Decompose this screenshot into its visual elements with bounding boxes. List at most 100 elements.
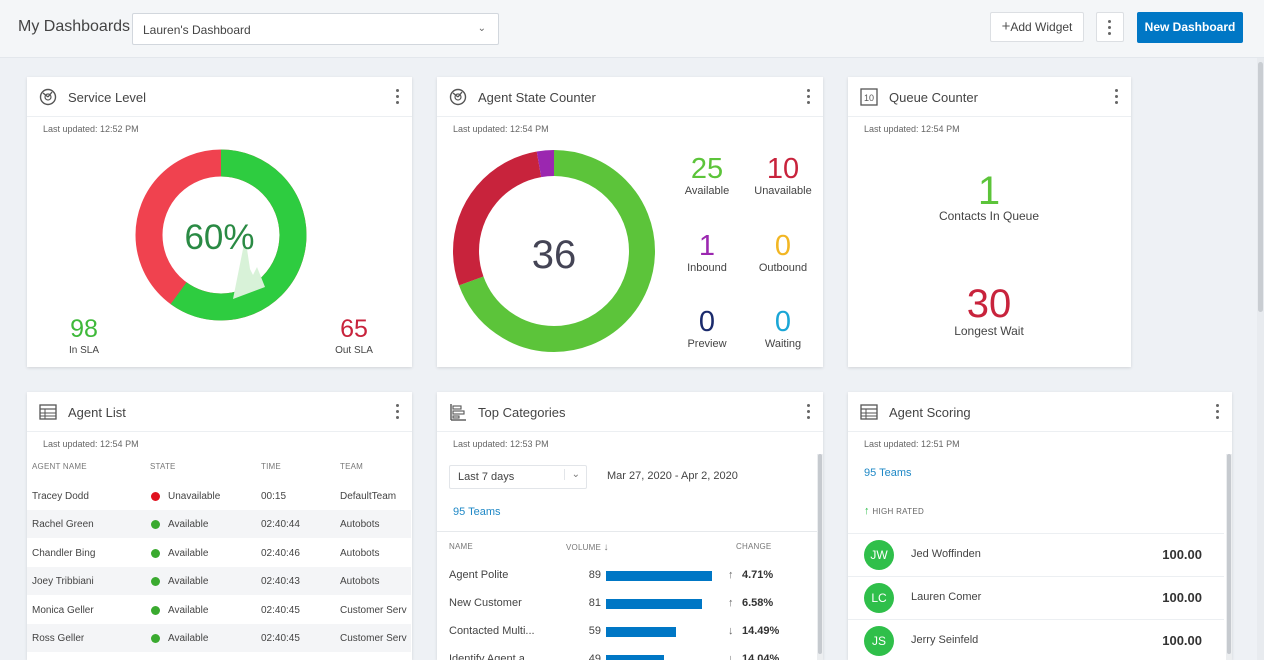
widget-menu-icon[interactable] bbox=[1115, 89, 1119, 105]
table-row[interactable]: Monica Geller Available 02:40:45 Custome… bbox=[27, 596, 411, 624]
agent-team: Autobots bbox=[340, 519, 380, 530]
widget-title: Top Categories bbox=[478, 405, 566, 420]
service-level-donut bbox=[135, 149, 307, 321]
avatar: JW bbox=[864, 540, 894, 570]
widget-header: Agent List bbox=[27, 392, 412, 432]
widget-menu-icon[interactable] bbox=[807, 89, 811, 105]
last-updated: Last updated: 12:54 PM bbox=[864, 124, 960, 134]
list-item[interactable]: LC Lauren Comer 100.00 bbox=[848, 576, 1224, 618]
page-scrollbar[interactable] bbox=[1257, 58, 1264, 660]
table-row[interactable]: New Customer 81 ↑ 6.58% bbox=[437, 589, 817, 617]
col-agent-name[interactable]: AGENT NAME bbox=[32, 462, 87, 471]
widget-title: Agent Scoring bbox=[889, 405, 971, 420]
table-row[interactable]: Rachel Green Available 02:40:44 Autobots bbox=[27, 510, 411, 538]
table-icon bbox=[39, 404, 57, 420]
col-volume[interactable]: VOLUME ↓ bbox=[566, 542, 609, 553]
agent-total: 36 bbox=[531, 233, 577, 277]
table-row[interactable]: Identify Agent a... 49 ↓ 14.04% bbox=[437, 645, 817, 660]
agent-time: 02:40:45 bbox=[261, 633, 300, 644]
top-bar: My Dashboards Lauren's Dashboard ⌄ +Add … bbox=[0, 0, 1264, 58]
longest-wait-label: Longest Wait bbox=[954, 324, 1024, 338]
col-time[interactable]: TIME bbox=[261, 462, 281, 471]
counter-icon: 10 bbox=[860, 88, 878, 106]
last-updated: Last updated: 12:53 PM bbox=[453, 439, 549, 449]
preview-label: Preview bbox=[687, 338, 727, 350]
service-level-widget: Service Level Last updated: 12:52 PM 60%… bbox=[27, 77, 412, 367]
avatar: JS bbox=[864, 626, 894, 656]
outbound-label: Outbound bbox=[758, 262, 808, 274]
agent-state: Available bbox=[168, 519, 209, 530]
agent-team: Autobots bbox=[340, 576, 380, 587]
bar-chart-icon bbox=[450, 404, 466, 421]
arrow-down-icon: ↓ bbox=[728, 625, 734, 637]
widget-menu-icon[interactable] bbox=[1216, 404, 1220, 420]
agent-name: Ross Geller bbox=[32, 633, 85, 644]
agent-time: 00:15 bbox=[261, 491, 287, 502]
table-row[interactable]: Chandler Bing Available 02:40:46 Autobot… bbox=[27, 539, 411, 567]
page-scrollbar-thumb[interactable] bbox=[1258, 62, 1263, 312]
outbound-count: 0 bbox=[774, 230, 792, 262]
agent-team: Autobots bbox=[340, 548, 380, 559]
teams-link[interactable]: 95 Teams bbox=[864, 467, 912, 479]
last-updated: Last updated: 12:52 PM bbox=[43, 124, 139, 134]
state-dot bbox=[151, 606, 160, 615]
agent-name: Chandler Bing bbox=[32, 548, 96, 559]
widget-menu-icon[interactable] bbox=[396, 404, 400, 420]
volume-bar bbox=[606, 599, 703, 609]
teams-link[interactable]: 95 Teams bbox=[453, 506, 501, 518]
widget-title: Queue Counter bbox=[889, 90, 978, 105]
widget-header: 10 Queue Counter bbox=[848, 77, 1131, 117]
agent-team: Customer Serv bbox=[340, 633, 407, 644]
avatar: LC bbox=[864, 583, 894, 613]
agent-score: 100.00 bbox=[1162, 590, 1202, 605]
date-range-select-value: Last 7 days bbox=[458, 471, 515, 483]
table-row[interactable]: Contacted Multi... 59 ↓ 14.49% bbox=[437, 617, 817, 645]
agent-list-widget: Agent List Last updated: 12:54 PM AGENT … bbox=[27, 392, 412, 660]
col-team[interactable]: TEAM bbox=[340, 462, 364, 471]
in-sla-arc bbox=[135, 149, 307, 321]
add-widget-label: Add Widget bbox=[1010, 20, 1073, 34]
table-row[interactable]: Joey Tribbiani Available 02:40:43 Autobo… bbox=[27, 567, 411, 595]
state-dot bbox=[151, 634, 160, 643]
agent-name: Jed Woffinden bbox=[911, 548, 981, 560]
sparkline-shadow bbox=[233, 244, 265, 299]
list-item[interactable]: JW Jed Woffinden 100.00 bbox=[848, 533, 1224, 575]
widget-header: Agent Scoring bbox=[848, 392, 1232, 432]
top-categories-widget: Top Categories Last updated: 12:53 PM La… bbox=[437, 392, 823, 660]
longest-wait-value: 30 bbox=[966, 282, 1012, 326]
col-change[interactable]: CHANGE bbox=[736, 542, 772, 551]
arrow-up-icon: ↑ bbox=[728, 569, 734, 581]
widget-scrollbar-thumb[interactable] bbox=[1227, 454, 1231, 654]
unavailable-count: 10 bbox=[766, 153, 800, 185]
inbound-label: Inbound bbox=[687, 262, 727, 274]
sort-down-icon: ↓ bbox=[603, 542, 609, 553]
category-name: Identify Agent a... bbox=[449, 653, 535, 660]
dashboard-select[interactable]: Lauren's Dashboard ⌄ bbox=[132, 13, 499, 45]
agent-team: DefaultTeam bbox=[340, 491, 397, 502]
new-dashboard-button[interactable]: New Dashboard bbox=[1137, 12, 1243, 43]
more-options-button[interactable] bbox=[1096, 12, 1124, 42]
high-rated-header: ↑ HIGH RATED bbox=[864, 505, 924, 517]
plus-icon: + bbox=[1001, 18, 1011, 35]
col-name[interactable]: NAME bbox=[449, 542, 473, 551]
widget-header: Top Categories bbox=[437, 392, 823, 432]
table-row[interactable]: Ross Geller Available 02:40:45 Customer … bbox=[27, 624, 411, 652]
preview-count: 0 bbox=[698, 306, 716, 338]
widget-title: Service Level bbox=[68, 90, 147, 105]
table-row[interactable]: Agent Polite 89 ↑ 4.71% bbox=[437, 561, 817, 589]
col-state[interactable]: STATE bbox=[150, 462, 176, 471]
state-dot bbox=[151, 577, 160, 586]
agent-score: 100.00 bbox=[1162, 547, 1202, 562]
add-widget-button[interactable]: +Add Widget bbox=[990, 12, 1084, 42]
widget-scrollbar-thumb[interactable] bbox=[818, 454, 822, 654]
volume-bar bbox=[606, 655, 665, 660]
widget-menu-icon[interactable] bbox=[396, 89, 400, 105]
date-range-select[interactable]: Last 7 days ⌄ bbox=[449, 465, 587, 489]
list-item[interactable]: JS Jerry Seinfeld 100.00 bbox=[848, 619, 1224, 660]
queue-counter-widget: 10 Queue Counter Last updated: 12:54 PM … bbox=[848, 77, 1131, 367]
service-level-percent: 60% bbox=[184, 218, 255, 257]
agent-state-donut bbox=[453, 150, 655, 352]
state-dot bbox=[151, 520, 160, 529]
widget-menu-icon[interactable] bbox=[807, 404, 811, 420]
table-row[interactable]: Tracey Dodd Unavailable 00:15 DefaultTea… bbox=[27, 482, 411, 510]
